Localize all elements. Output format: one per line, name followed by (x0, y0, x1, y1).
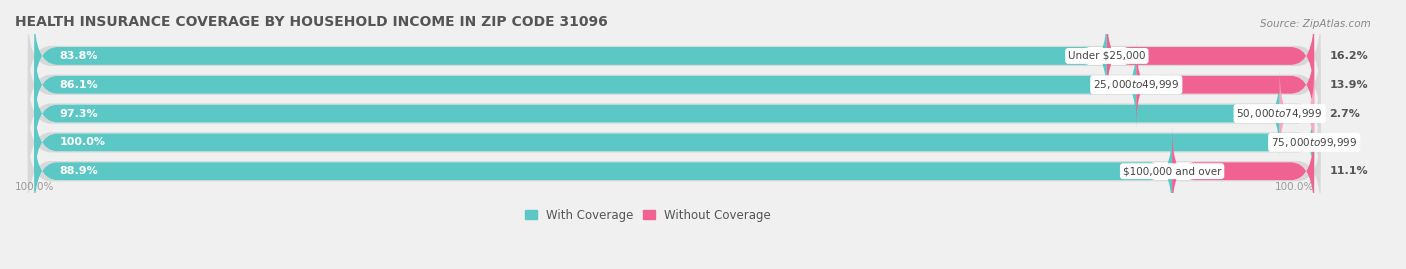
FancyBboxPatch shape (34, 13, 1315, 99)
FancyBboxPatch shape (1136, 42, 1315, 128)
Text: 100.0%: 100.0% (15, 182, 55, 192)
FancyBboxPatch shape (28, 14, 1320, 98)
FancyBboxPatch shape (1279, 71, 1315, 157)
Legend: With Coverage, Without Coverage: With Coverage, Without Coverage (524, 209, 770, 222)
FancyBboxPatch shape (28, 72, 1320, 155)
Text: 16.2%: 16.2% (1330, 51, 1368, 61)
Text: 83.8%: 83.8% (60, 51, 98, 61)
Text: 100.0%: 100.0% (60, 137, 105, 147)
Text: Source: ZipAtlas.com: Source: ZipAtlas.com (1260, 19, 1371, 29)
FancyBboxPatch shape (34, 128, 1315, 214)
Text: 0.0%: 0.0% (1330, 137, 1360, 147)
FancyBboxPatch shape (34, 128, 1173, 214)
Text: $50,000 to $74,999: $50,000 to $74,999 (1236, 107, 1323, 120)
FancyBboxPatch shape (34, 100, 1315, 185)
FancyBboxPatch shape (34, 71, 1315, 157)
FancyBboxPatch shape (34, 71, 1279, 157)
FancyBboxPatch shape (34, 13, 1107, 99)
Text: HEALTH INSURANCE COVERAGE BY HOUSEHOLD INCOME IN ZIP CODE 31096: HEALTH INSURANCE COVERAGE BY HOUSEHOLD I… (15, 15, 607, 29)
Text: $25,000 to $49,999: $25,000 to $49,999 (1092, 78, 1180, 91)
FancyBboxPatch shape (34, 42, 1136, 128)
Text: $100,000 and over: $100,000 and over (1123, 166, 1222, 176)
FancyBboxPatch shape (28, 129, 1320, 213)
Text: 13.9%: 13.9% (1330, 80, 1368, 90)
FancyBboxPatch shape (1107, 13, 1315, 99)
FancyBboxPatch shape (34, 100, 1315, 185)
Text: 2.7%: 2.7% (1330, 109, 1361, 119)
Text: 86.1%: 86.1% (60, 80, 98, 90)
Text: 11.1%: 11.1% (1330, 166, 1368, 176)
Text: 88.9%: 88.9% (60, 166, 98, 176)
FancyBboxPatch shape (28, 43, 1320, 126)
Text: 97.3%: 97.3% (60, 109, 98, 119)
FancyBboxPatch shape (28, 101, 1320, 184)
FancyBboxPatch shape (1173, 128, 1315, 214)
Text: 100.0%: 100.0% (1275, 182, 1315, 192)
Text: Under $25,000: Under $25,000 (1069, 51, 1146, 61)
Text: $75,000 to $99,999: $75,000 to $99,999 (1271, 136, 1357, 149)
FancyBboxPatch shape (34, 42, 1315, 128)
